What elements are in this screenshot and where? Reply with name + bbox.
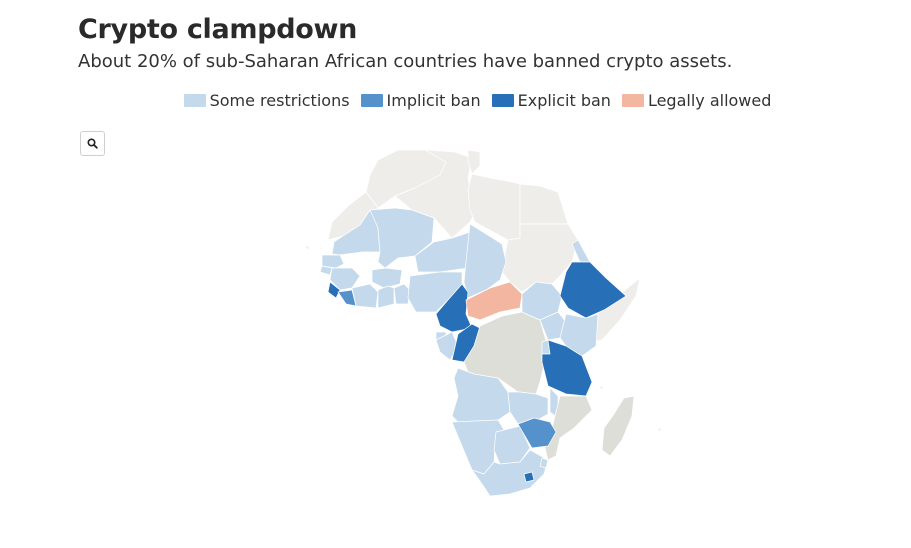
zoom-button[interactable]: [80, 131, 105, 156]
region-eswatini[interactable]: [539, 457, 549, 469]
region-lesotho[interactable]: [523, 471, 535, 483]
region-sudan[interactable]: [501, 223, 579, 293]
region-burkina-faso[interactable]: [371, 267, 403, 289]
legend-swatch: [360, 93, 383, 107]
region-south-sudan[interactable]: [521, 281, 563, 321]
region-mali[interactable]: [369, 207, 435, 269]
region-cape-verde-speck: [305, 245, 310, 250]
legend-label: Implicit ban: [386, 90, 481, 110]
region-tanzania[interactable]: [541, 339, 593, 397]
region-car[interactable]: [465, 281, 523, 321]
region-egypt[interactable]: [519, 183, 569, 225]
legend-item-some-restrictions[interactable]: Some restrictions: [183, 90, 350, 110]
region-ivory-coast[interactable]: [351, 283, 379, 309]
legend: Some restrictions Implicit ban Explicit …: [22, 90, 911, 110]
legend-item-explicit-ban[interactable]: Explicit ban: [491, 90, 611, 110]
region-ghana[interactable]: [377, 285, 395, 309]
legend-label: Legally allowed: [647, 90, 772, 110]
legend-swatch: [621, 93, 644, 107]
legend-label: Explicit ban: [517, 90, 611, 110]
region-comoros-speck: [599, 385, 604, 390]
legend-label: Some restrictions: [209, 90, 350, 110]
region-tunisia[interactable]: [467, 149, 481, 175]
legend-item-implicit-ban[interactable]: Implicit ban: [360, 90, 481, 110]
region-zambia[interactable]: [507, 391, 549, 425]
legend-swatch: [183, 93, 206, 107]
region-ethiopia[interactable]: [559, 261, 627, 319]
region-seychelles-speck: [657, 427, 662, 432]
region-madagascar[interactable]: [601, 395, 635, 457]
chart-subtitle: About 20% of sub-Saharan African countri…: [78, 51, 733, 72]
legend-swatch: [491, 93, 514, 107]
region-senegal[interactable]: [321, 254, 345, 269]
region-kenya[interactable]: [559, 313, 599, 357]
region-togo-benin[interactable]: [393, 283, 411, 305]
search-icon: [87, 138, 98, 149]
region-sierra-leone[interactable]: [327, 281, 341, 299]
legend-item-legally-allowed[interactable]: Legally allowed: [621, 90, 772, 110]
region-guinea-bissau[interactable]: [319, 265, 333, 276]
region-zimbabwe[interactable]: [517, 417, 557, 449]
chart-title: Crypto clampdown: [78, 14, 358, 45]
